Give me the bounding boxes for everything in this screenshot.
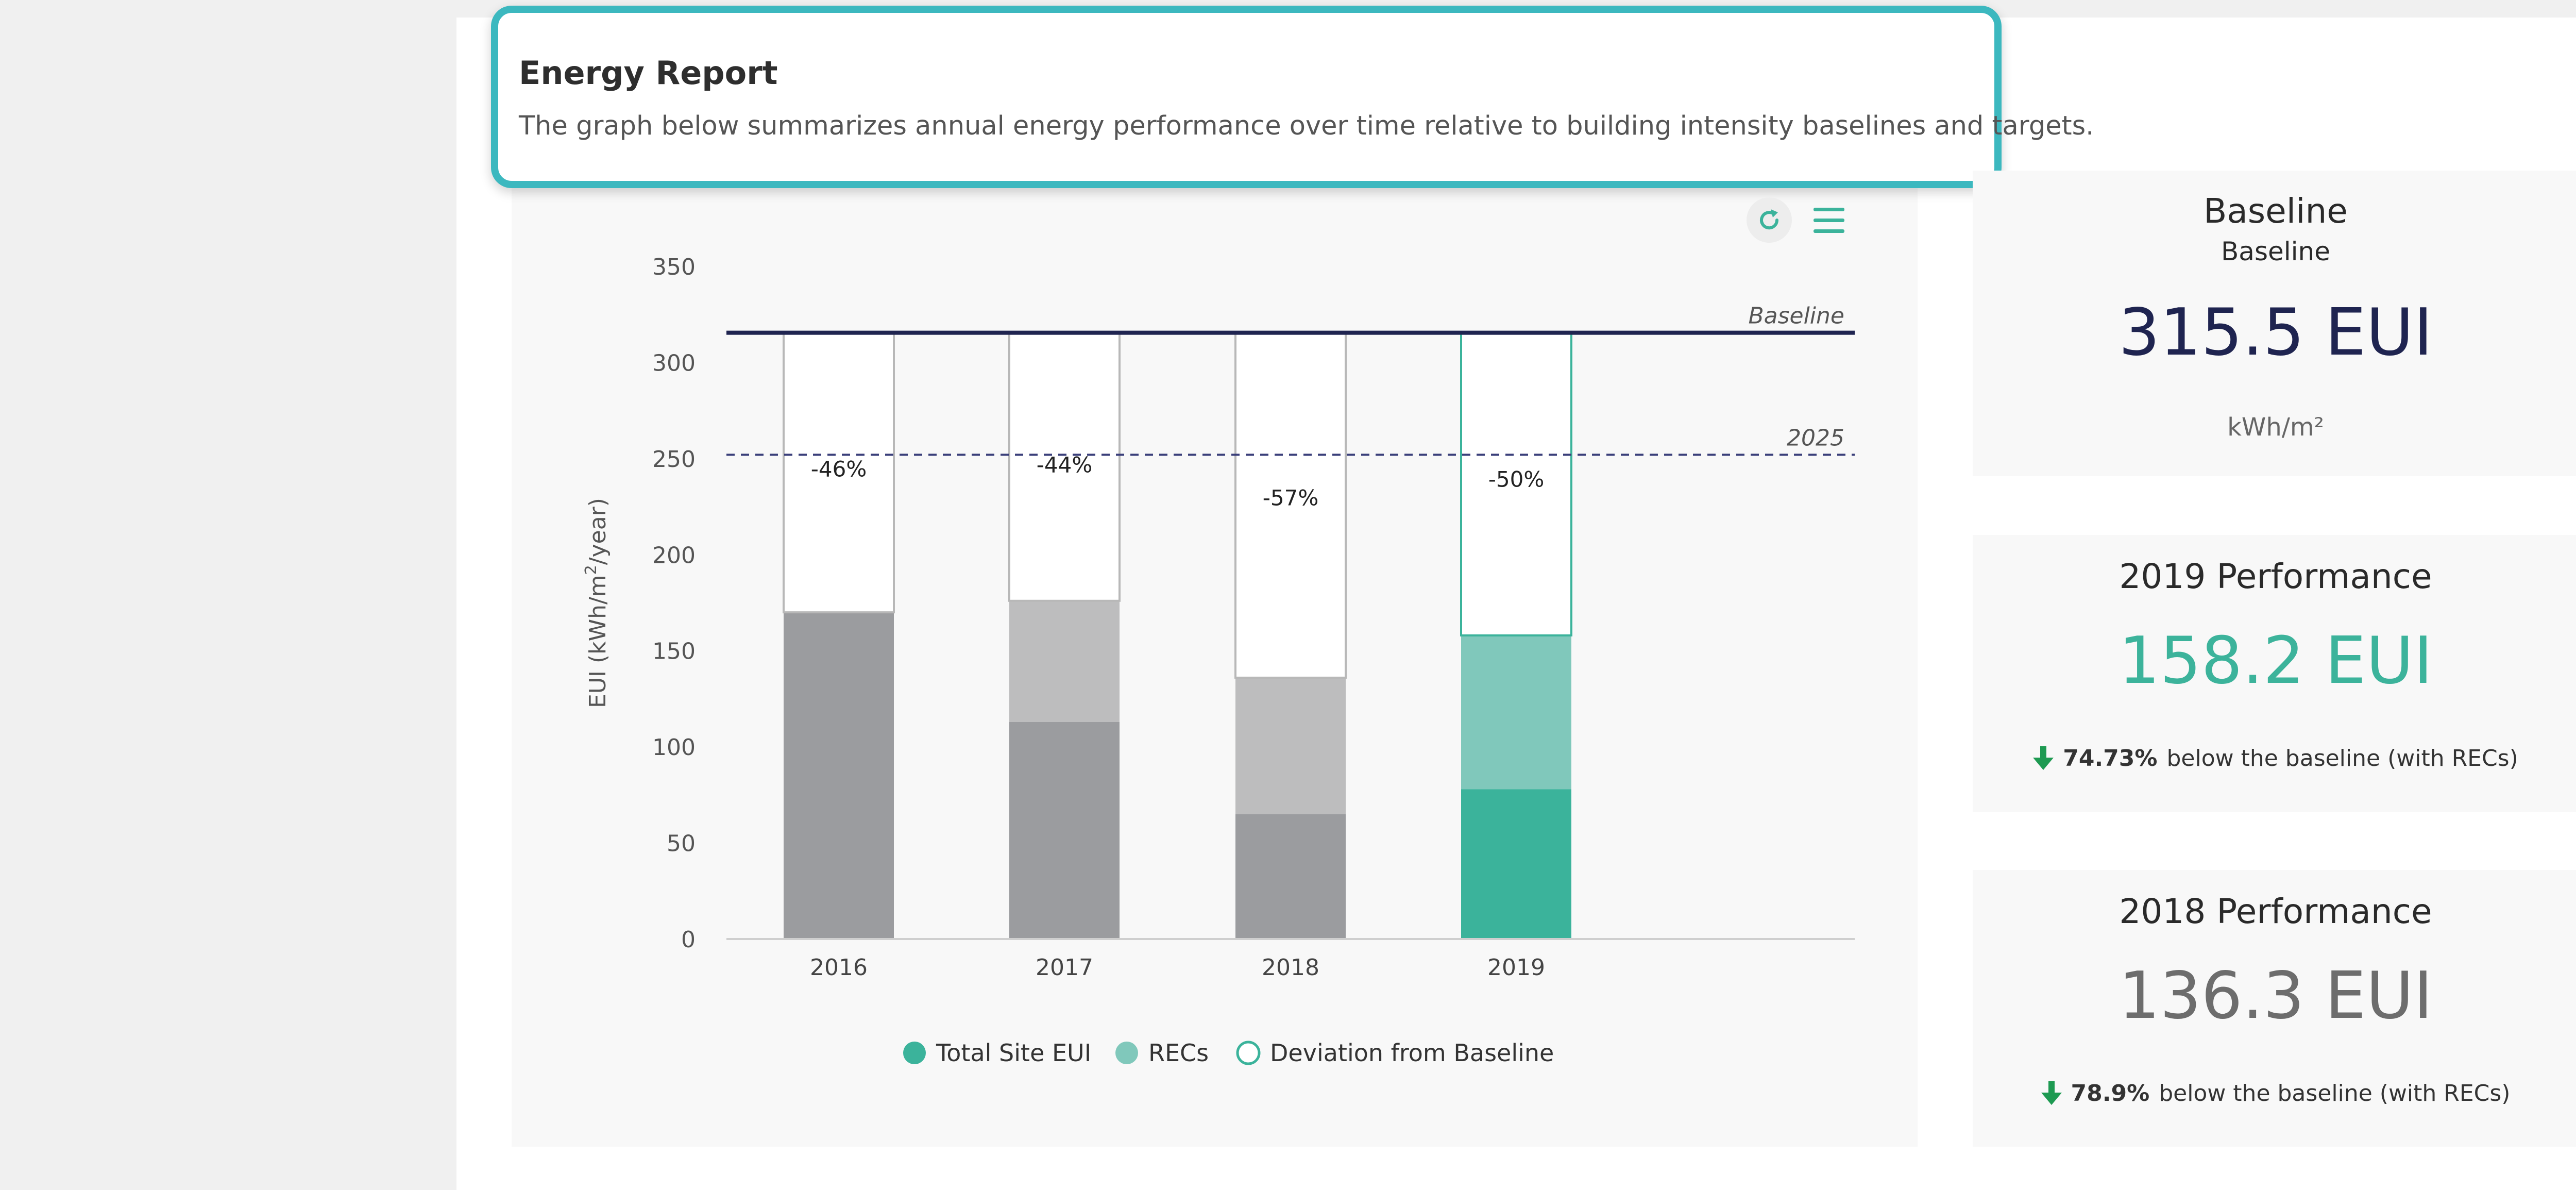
report-title: Energy Report xyxy=(519,54,778,92)
baseline-card: Baseline Baseline 315.5 EUI kWh/m² xyxy=(1973,171,2576,476)
refresh-button[interactable] xyxy=(1747,197,1792,243)
performance-2018-card: 2018 Performance 136.3 EUI 78.9% below t… xyxy=(1973,870,2576,1147)
baseline-card-subtitle: Baseline xyxy=(2221,237,2330,266)
arrow-down-icon xyxy=(2041,1081,2062,1105)
performance-2019-percent: 74.73% xyxy=(2063,745,2158,772)
performance-2019-title: 2019 Performance xyxy=(2119,557,2432,596)
arrow-down-icon xyxy=(2033,746,2054,770)
baseline-card-value: 315.5 EUI xyxy=(2119,294,2433,370)
baseline-card-title: Baseline xyxy=(2204,191,2348,231)
energy-report-header: Energy Report The graph below summarizes… xyxy=(491,6,2094,188)
refresh-icon xyxy=(1760,209,1779,230)
chart-panel xyxy=(512,170,1918,1147)
performance-2019-note: 74.73% below the baseline (with RECs) xyxy=(1973,745,2576,772)
baseline-card-unit: kWh/m² xyxy=(2227,413,2324,442)
performance-2018-percent: 78.9% xyxy=(2071,1080,2150,1107)
report-description: The graph below summarizes annual energy… xyxy=(519,111,2094,141)
performance-2019-note-text: below the baseline (with RECs) xyxy=(2166,745,2518,772)
chart-menu-button[interactable] xyxy=(1808,203,1858,239)
performance-2019-value: 158.2 EUI xyxy=(2119,623,2433,698)
hamburger-menu-icon xyxy=(1814,208,1844,233)
performance-2019-card: 2019 Performance 158.2 EUI 74.73% below … xyxy=(1973,535,2576,812)
performance-2018-note-text: below the baseline (with RECs) xyxy=(2159,1080,2511,1107)
performance-2018-note: 78.9% below the baseline (with RECs) xyxy=(1973,1080,2576,1107)
performance-2018-title: 2018 Performance xyxy=(2119,892,2432,931)
performance-2018-value: 136.3 EUI xyxy=(2119,958,2433,1033)
